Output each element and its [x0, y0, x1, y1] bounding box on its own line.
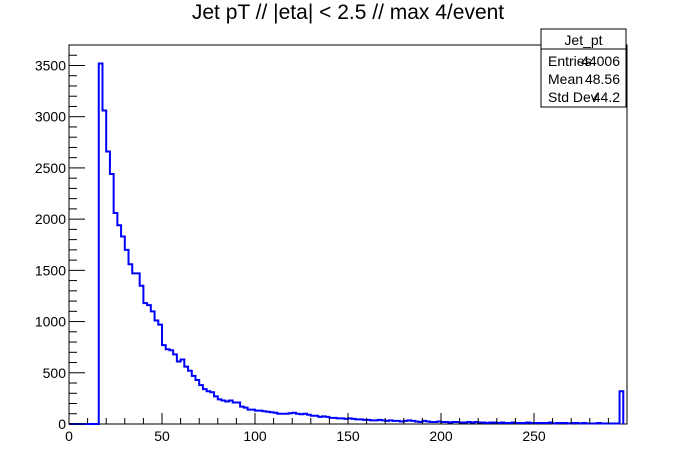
x-tick-label: 250 — [522, 428, 546, 444]
y-tick-label: 2000 — [35, 211, 66, 227]
y-tick-label: 1000 — [35, 314, 66, 330]
y-tick-label: 500 — [43, 365, 67, 381]
stats-name: Jet_pt — [564, 32, 602, 48]
x-tick-label: 100 — [243, 428, 267, 444]
stats-entries-value: 44006 — [581, 53, 620, 69]
y-tick-label: 3000 — [35, 109, 66, 125]
histogram-series — [69, 62, 625, 425]
stats-mean-value: 48.56 — [585, 71, 620, 87]
chart-title: Jet pT // |eta| < 2.5 // max 4/event — [192, 1, 504, 24]
stats-box: Jet_pt Entries 44006 Mean 48.56 Std Dev … — [540, 28, 627, 108]
stats-stddev-label: Std Dev — [548, 89, 598, 105]
y-tick-label: 0 — [58, 416, 66, 432]
stats-box-border — [540, 28, 627, 108]
x-tick-label: 200 — [429, 428, 453, 444]
stats-mean-label: Mean — [548, 71, 583, 87]
y-tick-label: 3500 — [35, 57, 66, 73]
y-tick-label: 2500 — [35, 160, 66, 176]
stats-entries-label: Entries — [548, 53, 592, 69]
y-tick-label: 1500 — [35, 262, 66, 278]
x-tick-label: 150 — [336, 428, 360, 444]
stats-stddev-value: 44.2 — [593, 89, 620, 105]
x-tick-label: 0 — [65, 428, 73, 444]
x-tick-label: 50 — [154, 428, 170, 444]
